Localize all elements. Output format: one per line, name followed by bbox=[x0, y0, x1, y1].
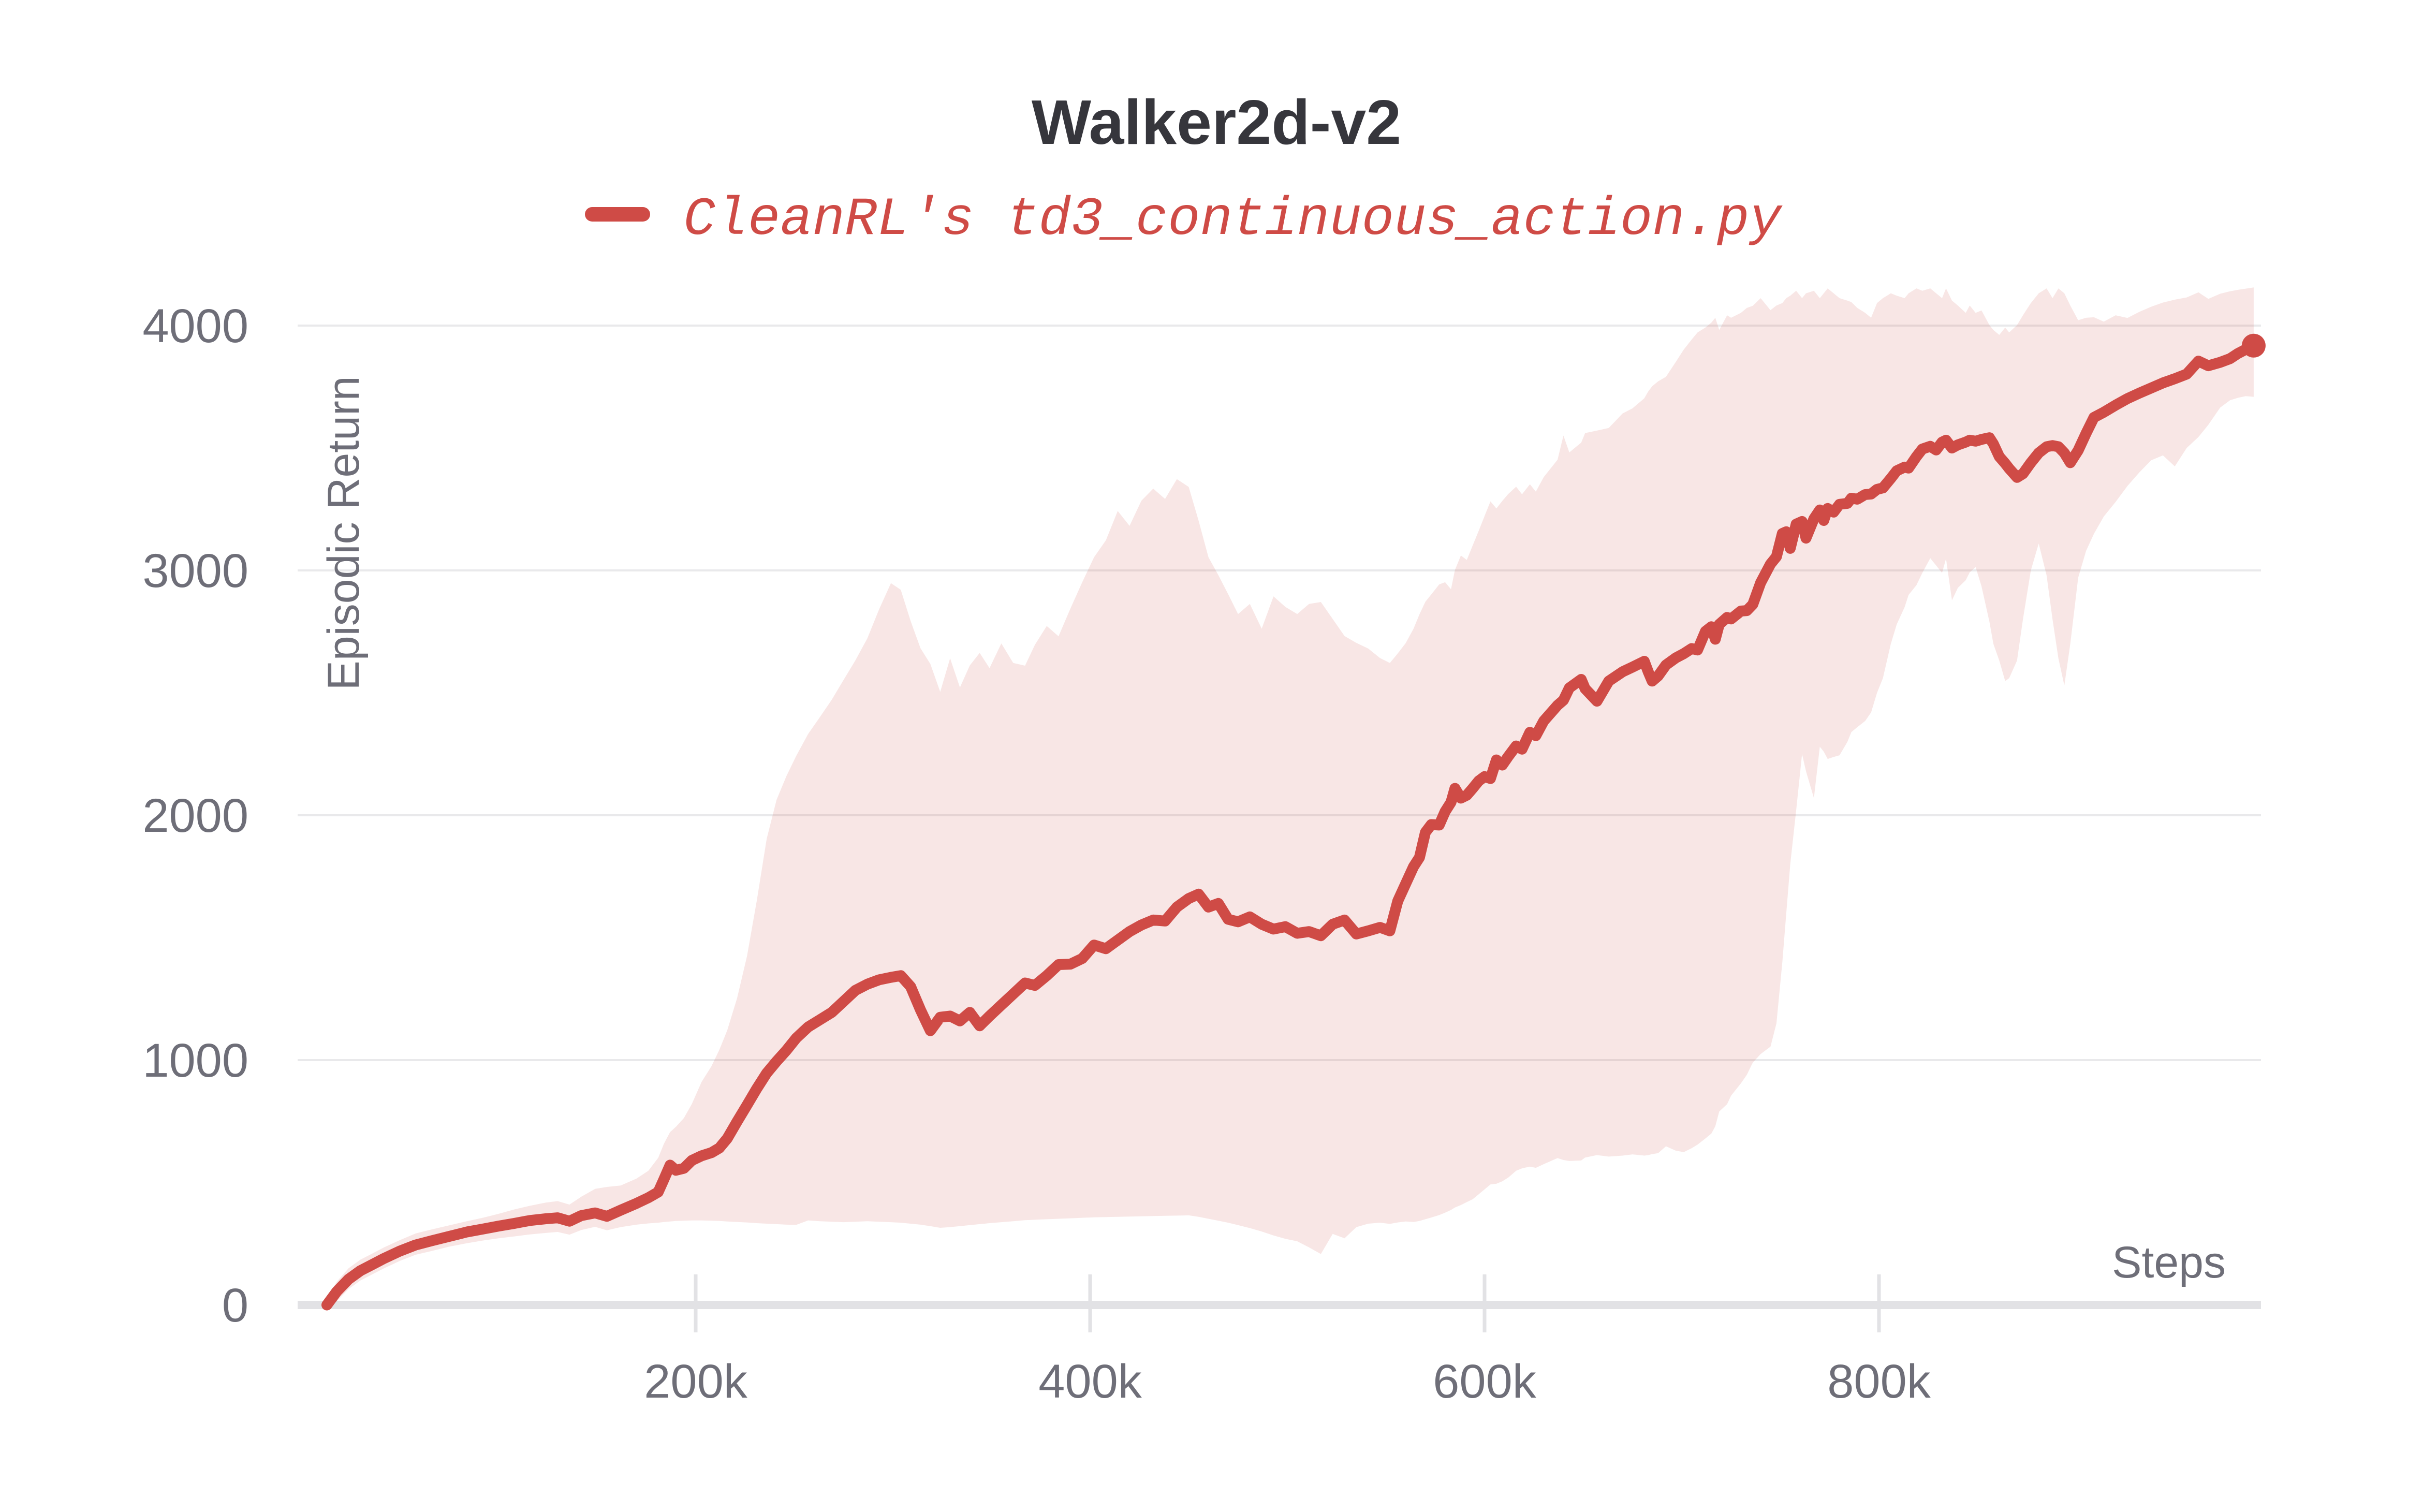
x-tick-marks bbox=[694, 1274, 1881, 1332]
y-tick-label: 2000 bbox=[142, 789, 248, 842]
legend: CleanRL's td3_continuous_action.py bbox=[585, 189, 1783, 251]
x-tick-labels: 200k 400k 600k 800k bbox=[644, 1355, 1931, 1408]
legend-label: CleanRL's td3_continuous_action.py bbox=[683, 189, 1783, 251]
x-tick-label: 200k bbox=[644, 1355, 747, 1408]
confidence-band bbox=[327, 287, 2254, 1311]
chart-title: Walker2d-v2 bbox=[1032, 87, 1401, 157]
y-tick-labels: 0 1000 2000 3000 4000 bbox=[142, 300, 248, 1332]
end-point-marker bbox=[2241, 333, 2266, 358]
y-axis-label: Episodic Return bbox=[319, 376, 369, 690]
mean-line bbox=[321, 340, 2259, 1311]
x-tick-label: 400k bbox=[1038, 1355, 1142, 1408]
y-tick-label: 3000 bbox=[142, 545, 248, 597]
x-axis-label: Steps bbox=[2112, 1238, 2226, 1287]
y-tick-label: 0 bbox=[222, 1279, 248, 1332]
legend-line-swatch bbox=[585, 207, 650, 222]
y-tick-label: 4000 bbox=[142, 300, 248, 353]
x-tick-label: 800k bbox=[1827, 1355, 1931, 1408]
x-tick-label: 600k bbox=[1433, 1355, 1536, 1408]
y-tick-label: 1000 bbox=[142, 1034, 248, 1087]
gridlines bbox=[298, 325, 2261, 1309]
